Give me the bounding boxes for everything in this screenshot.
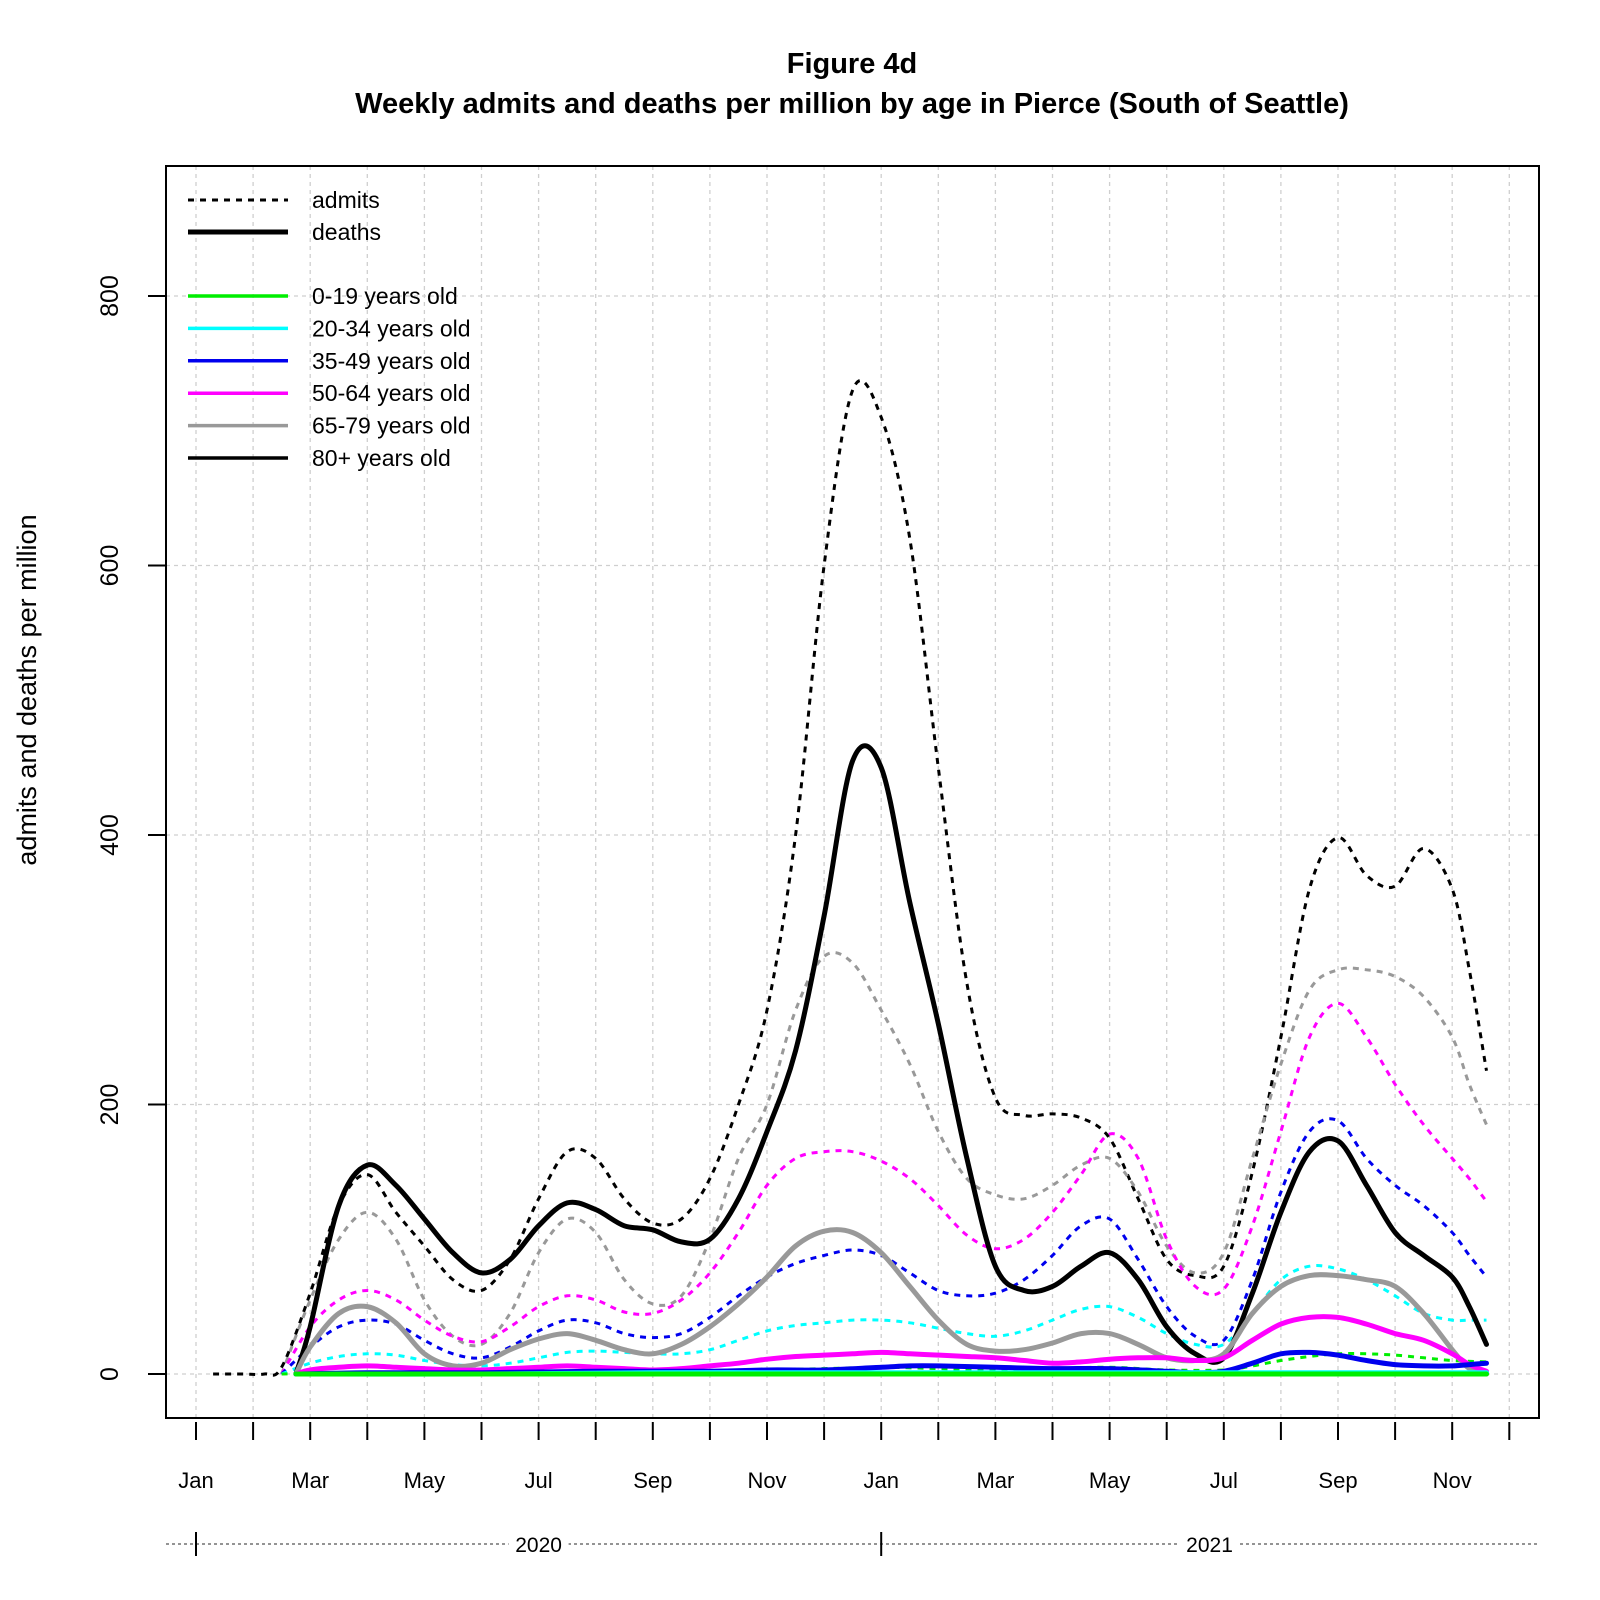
series-deaths-50-64-years-old [293,1314,1489,1377]
legend-label-deaths: deaths [312,219,381,245]
figure-title: Figure 4d [787,48,918,80]
series-admits-65-79-years-old [280,951,1488,1375]
x-tick-label: Jul [1210,1468,1238,1493]
x-tick-label: May [1089,1468,1131,1493]
x-tick-label: Sep [1318,1468,1357,1493]
legend-label-admits: admits [312,187,380,213]
y-tick-label: 200 [96,1084,124,1126]
y-axis-label: admits and deaths per million [12,514,42,865]
x-tick-label: Jul [525,1468,553,1493]
x-tick-label: Jan [863,1468,898,1493]
y-tick-label: 0 [96,1367,124,1381]
x-tick-label: Jan [178,1468,213,1493]
x-tick-label: Mar [291,1468,329,1493]
legend-label-age: 65-79 years old [312,413,471,439]
legend: admits deaths 0-19 years old 20-34 years ol… [188,187,471,471]
figure-subtitle: Weekly admits and deaths per million by … [355,88,1349,120]
x-tick-label: Nov [1433,1468,1472,1493]
y-tick-label: 800 [96,275,124,317]
legend-label-age: 20-34 years old [312,315,471,341]
series-deaths-65-79-years-old [293,1227,1489,1377]
y-tick-label: 600 [96,545,124,587]
legend-label-age: 50-64 years old [312,380,471,406]
year-label-bg [1179,1533,1240,1555]
series-admits-80-years-old [213,379,1488,1377]
x-tick-label: Sep [633,1468,672,1493]
grid [166,166,1539,1418]
y-tick-label: 400 [96,814,124,856]
x-tick-label: Nov [747,1468,786,1493]
series-deaths-80-years-old [293,743,1489,1377]
legend-label-age: 0-19 years old [312,283,458,309]
plot-frame [165,165,1540,1419]
year-label: 2020 [515,1534,562,1557]
legend-label-age: 35-49 years old [312,348,471,374]
year-label: 2021 [1186,1534,1233,1557]
x-tick-label: May [404,1468,446,1493]
legend-label-age: 80+ years old [312,445,451,471]
axes: Jan Mar May Jul Sep Nov Jan Mar May Jul Sep Nov 0 200… [96,275,1539,1557]
year-label-bg [508,1533,569,1555]
x-tick-label: Mar [976,1468,1014,1493]
series-admits-20-34-years-old [281,1264,1487,1376]
series-layer [213,379,1489,1377]
series-admits-35-49-years-old [280,1117,1488,1376]
